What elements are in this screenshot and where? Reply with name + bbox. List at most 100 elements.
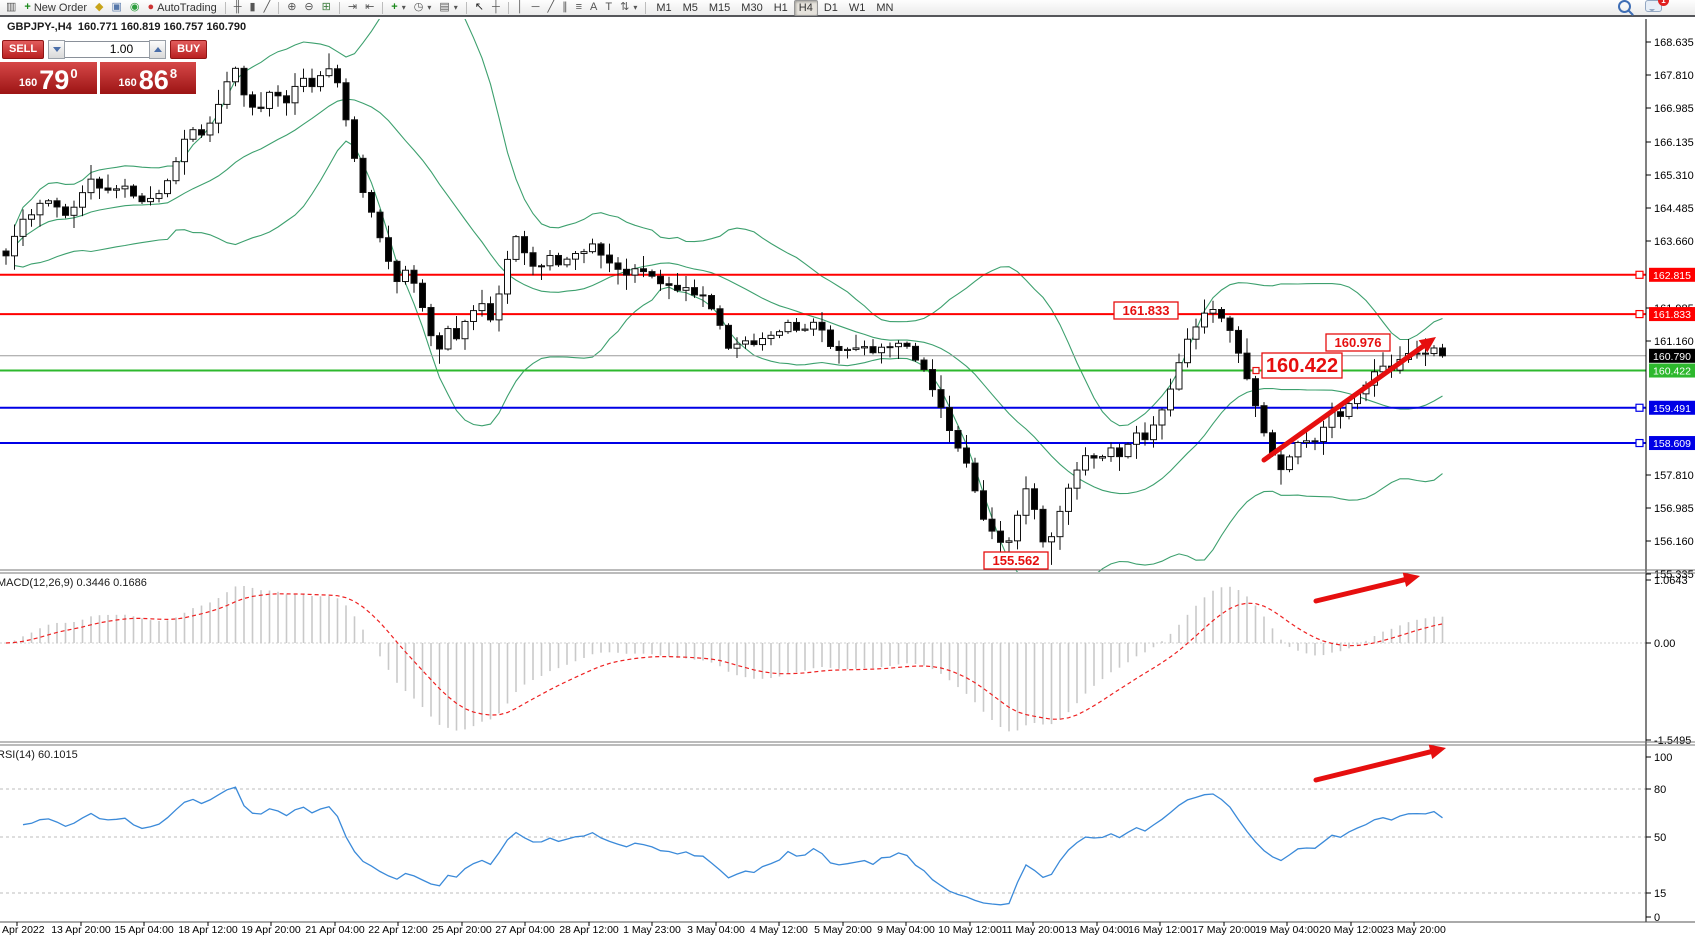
mql-wizard-button[interactable]: ◆ (92, 0, 106, 15)
one-click-trading-panel: SELL BUY 160 79 0 160 86 8 (0, 38, 208, 94)
tile-windows-button[interactable]: ⊞ (319, 0, 334, 15)
timeframe-m1[interactable]: M1 (656, 1, 672, 14)
fibonacci-icon: ≡ (575, 1, 583, 13)
toolbar-separator (645, 1, 647, 14)
bid-prefix: 160 (18, 77, 38, 89)
zoom-in-button[interactable]: ⊕ (284, 0, 299, 15)
trend-arrow[interactable] (1261, 343, 1426, 463)
timeframe-m15[interactable]: M15 (708, 1, 731, 14)
templates-button[interactable]: ▤ ▾ (436, 0, 460, 15)
toolbar-separator (465, 1, 467, 14)
line-chart-button[interactable]: ╱ (261, 0, 274, 15)
macd-pane (0, 586, 1646, 732)
zoom-out-button[interactable]: ⊖ (301, 0, 316, 15)
timeframe-h4[interactable]: H4 (793, 0, 818, 16)
horizontal-line-tool-button[interactable]: ─ (529, 0, 543, 15)
autotrading-button[interactable]: ● AutoTrading (145, 0, 220, 15)
trend-arrow[interactable] (1313, 577, 1407, 604)
chevron-down-icon: ▾ (453, 3, 458, 12)
chart-shift-button[interactable]: ⇤ (362, 0, 377, 15)
chart-annotations[interactable]: 161.833 160.976 160.422 155.562 (983, 301, 1446, 783)
trendline-tool-button[interactable]: ╱ (544, 0, 557, 15)
price-axis[interactable]: 168.635 167.810 166.985 166.135 165.310 164.4… (1635, 19, 1695, 924)
label-tool-button[interactable]: T (602, 0, 615, 15)
svg-text:163.660: 163.660 (1654, 236, 1694, 248)
arrows-tool-button[interactable]: ⇅ ▾ (617, 0, 640, 15)
svg-text:13 Apr 20:00: 13 Apr 20:00 (51, 924, 111, 936)
new-order-button[interactable]: + New Order (21, 0, 90, 15)
search-button[interactable] (1618, 0, 1631, 16)
timeframe-w1[interactable]: W1 (848, 1, 866, 14)
toolbar-separator (382, 1, 384, 14)
channel-tool-button[interactable]: ∥ (559, 0, 571, 15)
svg-text:16 May 12:00: 16 May 12:00 (1128, 924, 1192, 936)
bar-chart-icon: ╫ (233, 1, 242, 13)
bid-price[interactable]: 160 79 0 (0, 62, 97, 94)
svg-text:160.790: 160.790 (1653, 351, 1691, 363)
mql-wizard-icon: ◆ (95, 1, 104, 13)
bar-chart-button[interactable]: ╫ (231, 0, 245, 15)
signals-button[interactable]: ◉ (127, 0, 143, 15)
svg-text:156.160: 156.160 (1654, 536, 1694, 548)
timeframe-mn[interactable]: MN (876, 1, 894, 14)
sell-button[interactable]: SELL (2, 39, 45, 59)
text-icon: A (590, 1, 598, 13)
volume-up-button[interactable] (149, 39, 167, 59)
candlestick-chart-icon: ▮ (249, 1, 256, 13)
volume-input[interactable] (65, 40, 150, 58)
svg-text:3 May 04:00: 3 May 04:00 (687, 924, 745, 936)
timeframe-m30[interactable]: M30 (741, 1, 763, 14)
candlestick-chart-button[interactable]: ▮ (247, 0, 259, 15)
svg-text:25 Apr 20:00: 25 Apr 20:00 (432, 924, 492, 936)
auto-scroll-button[interactable]: ⇥ (345, 0, 360, 15)
trend-arrow[interactable] (1313, 749, 1433, 783)
label-icon: T (605, 1, 613, 13)
svg-text:-1.5495: -1.5495 (1654, 735, 1691, 747)
toolbar-separator (224, 1, 226, 14)
bid-ask-prices: 160 79 0 160 86 8 (0, 62, 196, 94)
svg-text:161.160: 161.160 (1654, 336, 1694, 348)
bid-superscript: 0 (70, 66, 78, 81)
search-icon (1618, 0, 1631, 13)
timeframe-m5[interactable]: M5 (682, 1, 698, 14)
svg-text:155.562: 155.562 (993, 553, 1040, 568)
crosshair-icon: ┼ (492, 1, 500, 13)
svg-text:19 Apr 20:00: 19 Apr 20:00 (241, 924, 301, 936)
ask-big-digits: 86 (138, 65, 169, 95)
fibonacci-tool-button[interactable]: ≡ (573, 0, 585, 15)
expert-advisors-button[interactable]: ▣ (109, 0, 125, 15)
svg-text:157.810: 157.810 (1654, 470, 1694, 482)
timeframe-toolbar: M1 M5 M15 M30 H1 H4 D1 W1 MN (651, 0, 898, 16)
crosshair-tool-button[interactable]: ┼ (489, 0, 503, 15)
timeframe-h1[interactable]: H1 (773, 1, 788, 14)
macd-indicator-label: MACD(12,26,9) 0.3446 0.1686 (0, 577, 147, 589)
trendline-icon: ╱ (547, 1, 555, 13)
new-order-label: New Order (33, 1, 88, 14)
svg-text:166.135: 166.135 (1654, 137, 1694, 149)
buy-button[interactable]: BUY (170, 39, 208, 59)
svg-text:80: 80 (1654, 784, 1666, 796)
text-tool-button[interactable]: A (587, 0, 600, 15)
new-chart-button[interactable]: ▥ (3, 0, 19, 15)
svg-text:50: 50 (1654, 832, 1666, 844)
svg-text:15 Apr 04:00: 15 Apr 04:00 (114, 924, 174, 936)
zoom-out-icon: ⊖ (304, 1, 314, 13)
svg-text:161.833: 161.833 (1123, 303, 1170, 318)
ask-price[interactable]: 160 86 8 (99, 62, 196, 95)
indicators-button[interactable]: + ▾ (388, 0, 408, 15)
periods-button[interactable]: ◷ ▾ (411, 0, 435, 15)
triangle-up-icon (153, 46, 162, 52)
notifications-button[interactable]: 1 (1645, 0, 1669, 15)
horizontal-line-icon: ─ (531, 1, 540, 13)
cursor-tool-button[interactable]: ↖ (472, 0, 487, 15)
vertical-line-tool-button[interactable]: │ (514, 0, 527, 15)
time-axis[interactable]: Apr 2022 13 Apr 20:00 15 Apr 04:00 18 Apr 1… (2, 922, 1446, 936)
svg-text:1.0643: 1.0643 (1654, 575, 1688, 587)
volume-down-button[interactable] (48, 39, 66, 59)
svg-text:23 May 20:00: 23 May 20:00 (1382, 924, 1446, 936)
timeframe-d1[interactable]: D1 (823, 1, 838, 14)
svg-text:18 Apr 12:00: 18 Apr 12:00 (178, 924, 238, 936)
volume-stepper (48, 39, 167, 59)
